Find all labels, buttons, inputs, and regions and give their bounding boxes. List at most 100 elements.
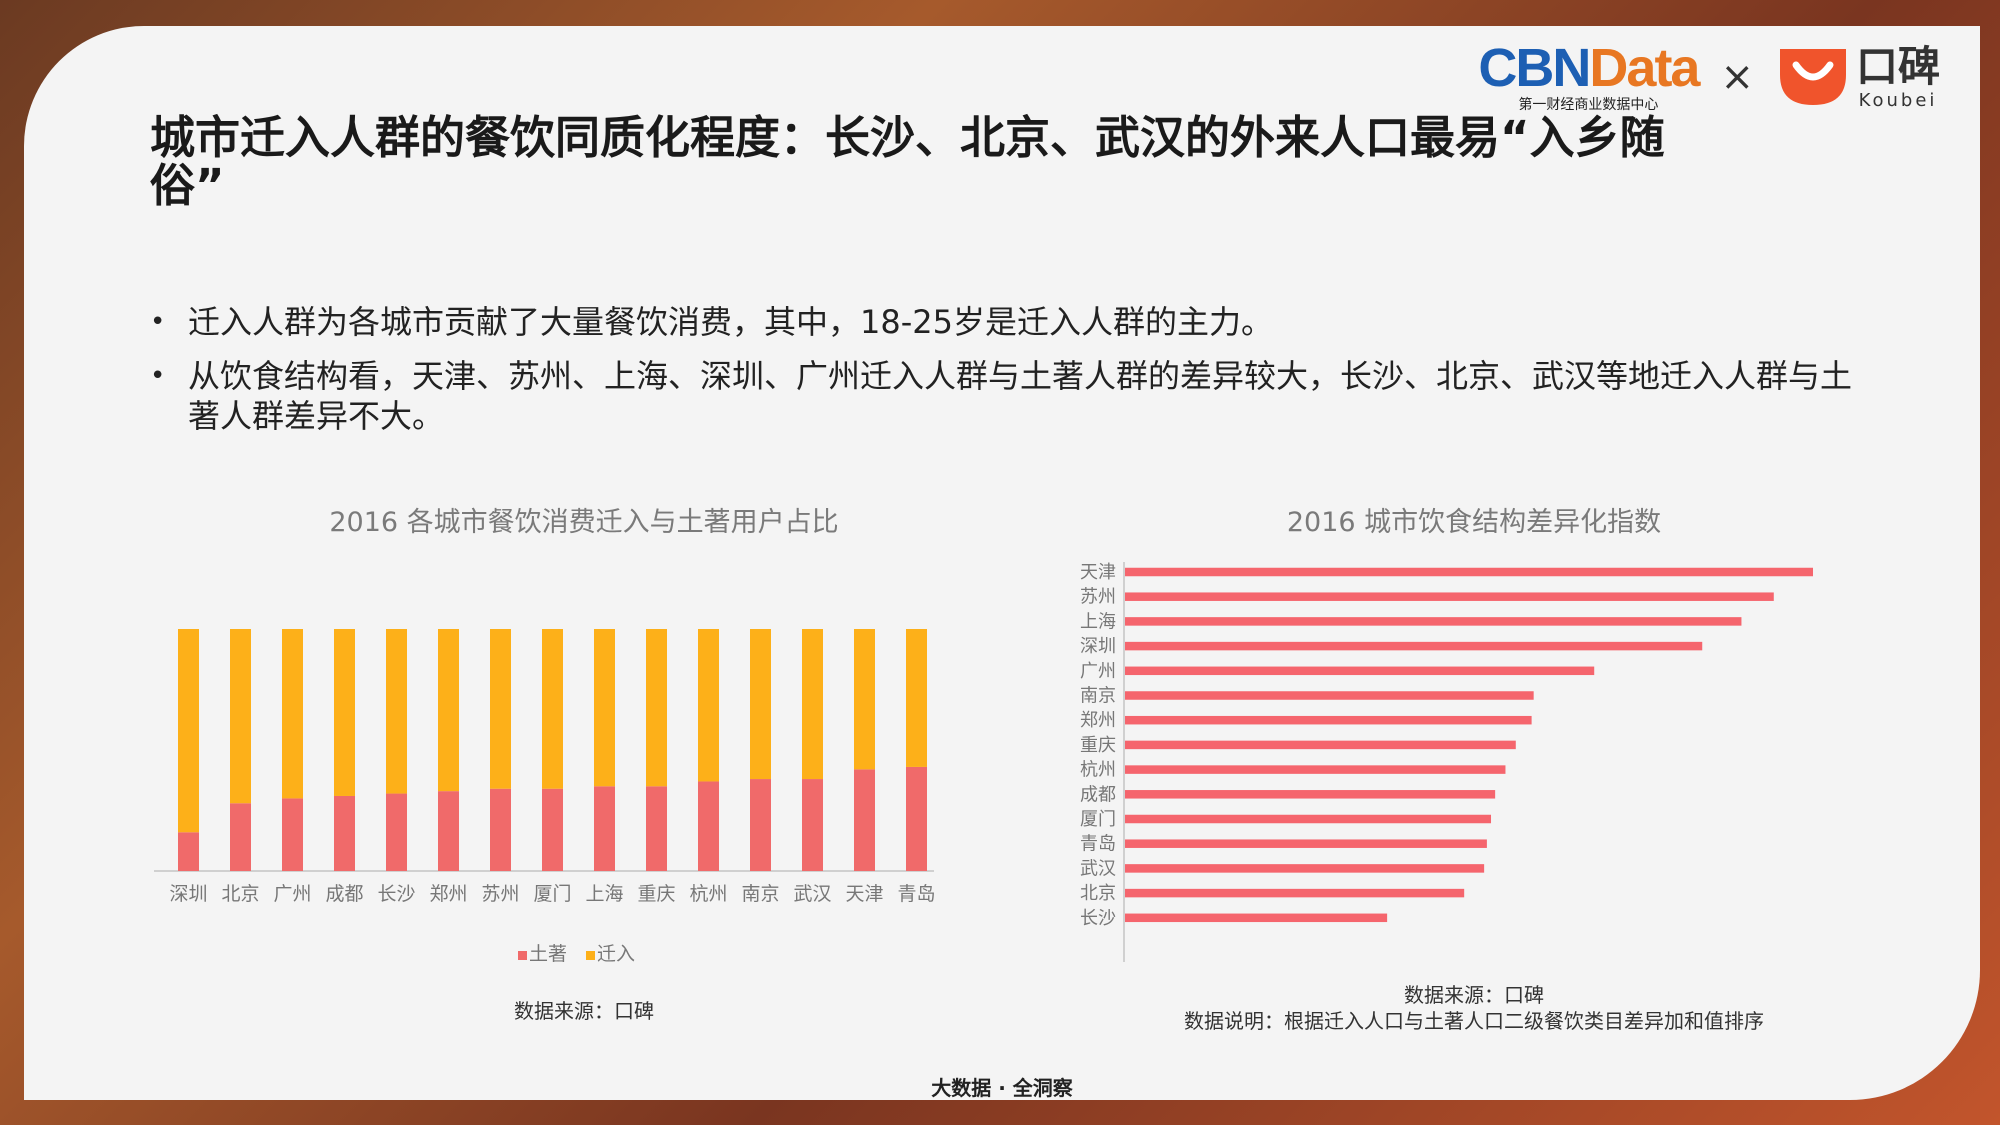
bullet-icon: • [150, 307, 166, 337]
x-tick-label: 上海 [585, 883, 623, 905]
bullet-icon: • [150, 361, 166, 391]
bar-segment-native [230, 803, 251, 871]
right-data-source: 数据来源：口碑 数据说明：根据迁入人口与土著人口二级餐饮类目差异加和值排序 [1034, 982, 1914, 1034]
x-tick-label: 南京 [741, 883, 779, 905]
legend-label: 土著 [529, 943, 567, 965]
bar-segment-native [438, 791, 459, 871]
times-icon: × [1720, 54, 1754, 100]
y-tick-label: 成都 [1080, 784, 1116, 805]
bar [1125, 864, 1485, 873]
legend-swatch [586, 951, 595, 960]
x-tick-label: 青岛 [897, 883, 935, 905]
bar-segment-migrant [386, 629, 407, 794]
slide-card: CBNData 第一财经商业数据中心 × 口碑 Koubei 城市迁入人群的餐饮… [24, 26, 1980, 1100]
bar-segment-native [490, 788, 511, 871]
bar-segment-native [542, 788, 563, 871]
bar-segment-migrant [802, 629, 823, 780]
bullet-item: • 迁入人群为各城市贡献了大量餐饮消费，其中，18-25岁是迁入人群的主力。 [150, 302, 1880, 342]
bullet-text: 迁入人群为各城市贡献了大量餐饮消费，其中，18-25岁是迁入人群的主力。 [188, 303, 1273, 341]
koubei-logo: 口碑 Koubei [1776, 41, 1940, 111]
bar-segment-migrant [490, 629, 511, 789]
bar-segment-migrant [750, 629, 771, 780]
y-tick-label: 北京 [1080, 883, 1116, 904]
cbn-subtitle: 第一财经商业数据中心 [1518, 97, 1659, 113]
bar [1125, 913, 1388, 923]
y-tick-label: 青岛 [1080, 834, 1116, 855]
x-tick-label: 重庆 [637, 883, 675, 905]
bar [1125, 666, 1595, 676]
y-tick-label: 深圳 [1080, 636, 1116, 657]
koubei-cn: 口碑 [1855, 41, 1940, 91]
x-tick-label: 苏州 [481, 883, 519, 905]
bar-segment-migrant [542, 629, 563, 789]
cbndata-logo: CBNData 第一财经商业数据中心 [1478, 38, 1700, 114]
bar [1125, 592, 1774, 601]
bar-segment-migrant [334, 629, 355, 796]
bar [1125, 790, 1496, 799]
logo-area: CBNData 第一财经商业数据中心 × 口碑 Koubei [1478, 40, 1940, 114]
legend-label: 迁入 [597, 943, 635, 965]
x-tick-label: 武汉 [793, 883, 831, 905]
x-tick-label: 广州 [273, 883, 311, 905]
data-text: Data [1589, 38, 1700, 98]
bar-segment-native [282, 798, 303, 871]
bar [1125, 740, 1516, 750]
right-source-note: 数据说明：根据迁入人口与土著人口二级餐饮类目差异加和值排序 [1184, 1009, 1764, 1033]
bar-segment-native [646, 786, 667, 871]
footer-slogan: 大数据 · 全洞察 [931, 1076, 1073, 1100]
cbn-text: CBN [1478, 38, 1591, 98]
left-chart-title: 2016 各城市餐饮消费迁入与土著用户占比 [329, 507, 839, 538]
bar-segment-migrant [230, 629, 251, 804]
bar [1125, 691, 1534, 700]
bullet-text: 从饮食结构看，天津、苏州、上海、深圳、广州迁入人群与土著人群的差异较大，长沙、北… [188, 357, 1853, 435]
koubei-smile-icon [1779, 49, 1846, 105]
bar [1125, 715, 1532, 725]
bullet-item: • 从饮食结构看，天津、苏州、上海、深圳、广州迁入人群与土著人群的差异较大，长沙… [150, 356, 1880, 436]
y-tick-label: 武汉 [1080, 858, 1116, 879]
right-source-line: 数据来源：口碑 [1404, 983, 1544, 1007]
bar-segment-migrant [698, 629, 719, 782]
bar-segment-native [854, 769, 875, 871]
y-tick-label: 长沙 [1080, 908, 1116, 929]
y-tick-label: 重庆 [1080, 735, 1116, 756]
x-tick-label: 天津 [845, 883, 883, 905]
page-title: 城市迁入人群的餐饮同质化程度：长沙、北京、武汉的外来人口最易“入乡随俗” [150, 111, 1665, 212]
x-tick-label: 深圳 [169, 883, 207, 905]
y-tick-label: 郑州 [1080, 710, 1116, 731]
y-tick-label: 苏州 [1080, 587, 1116, 608]
x-tick-label: 长沙 [377, 883, 415, 905]
bar-segment-native [594, 786, 615, 871]
bar-segment-native [178, 832, 199, 871]
bar-segment-migrant [906, 629, 927, 767]
left-data-source: 数据来源：口碑 [514, 999, 654, 1023]
y-tick-label: 杭州 [1080, 760, 1116, 781]
bar [1125, 814, 1492, 824]
bar [1125, 617, 1742, 626]
bar [1125, 641, 1703, 651]
bar-segment-native [802, 779, 823, 871]
bar-segment-native [698, 781, 719, 871]
bullet-list: • 迁入人群为各城市贡献了大量餐饮消费，其中，18-25岁是迁入人群的主力。 •… [150, 302, 1880, 450]
koubei-en: Koubei [1858, 89, 1938, 111]
bar-segment-native [906, 766, 927, 871]
bar [1125, 839, 1487, 848]
x-tick-label: 北京 [221, 883, 259, 905]
bar-segment-native [386, 793, 407, 871]
bar-segment-migrant [594, 629, 615, 787]
bar-segment-migrant [178, 629, 199, 833]
bar [1125, 567, 1813, 577]
bar-segment-migrant [282, 629, 303, 799]
bar-segment-migrant [854, 629, 875, 770]
x-tick-label: 杭州 [689, 883, 727, 905]
bar-segment-migrant [646, 629, 667, 787]
y-tick-label: 天津 [1080, 562, 1116, 583]
y-tick-label: 厦门 [1080, 809, 1116, 830]
bar-segment-native [334, 795, 355, 871]
x-tick-label: 成都 [325, 883, 363, 905]
bar [1125, 888, 1465, 898]
right-chart-title: 2016 城市饮食结构差异化指数 [1286, 507, 1662, 538]
y-tick-label: 上海 [1080, 611, 1116, 632]
x-tick-label: 厦门 [533, 883, 571, 905]
